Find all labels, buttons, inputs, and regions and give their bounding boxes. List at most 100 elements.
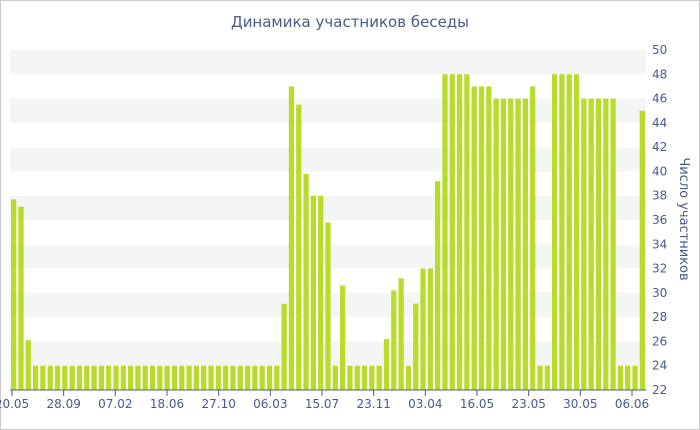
bar bbox=[215, 365, 221, 390]
y-tick-label: 38 bbox=[652, 189, 667, 203]
bar bbox=[223, 365, 229, 390]
x-tick-label: 23.05 bbox=[511, 397, 545, 411]
bar bbox=[603, 98, 609, 391]
grid-band bbox=[10, 98, 646, 123]
y-tick-label: 34 bbox=[652, 237, 667, 251]
bar bbox=[413, 303, 419, 390]
bar bbox=[398, 278, 404, 390]
bar bbox=[274, 365, 280, 390]
grid-band bbox=[10, 195, 646, 220]
bar bbox=[113, 365, 119, 390]
x-tick-label: 23.11 bbox=[356, 397, 390, 411]
bar bbox=[551, 74, 558, 391]
bar bbox=[427, 268, 433, 390]
bar bbox=[544, 365, 550, 390]
bar bbox=[120, 365, 126, 390]
grid-band bbox=[10, 74, 646, 99]
bar bbox=[135, 365, 141, 390]
bar bbox=[332, 365, 338, 390]
grid-band bbox=[10, 171, 646, 196]
bar bbox=[157, 365, 163, 390]
bar bbox=[171, 365, 178, 390]
bar bbox=[193, 365, 200, 390]
bar bbox=[573, 74, 580, 391]
bar bbox=[347, 365, 353, 390]
bar bbox=[142, 365, 148, 390]
bar bbox=[405, 365, 412, 390]
bar bbox=[186, 365, 192, 390]
x-tick-label: 03.04 bbox=[408, 397, 442, 411]
bar bbox=[98, 365, 105, 390]
grid-band bbox=[10, 122, 646, 148]
y-tick-label: 42 bbox=[652, 140, 667, 154]
y-tick-label: 48 bbox=[652, 67, 667, 81]
bar bbox=[127, 365, 134, 390]
bar bbox=[581, 98, 587, 391]
bar bbox=[106, 365, 112, 390]
chart-title: Динамика участников беседы bbox=[230, 13, 470, 31]
bar bbox=[471, 86, 477, 390]
bar bbox=[515, 98, 521, 391]
bar bbox=[625, 365, 631, 390]
y-tick-label: 32 bbox=[652, 262, 667, 276]
y-tick-label: 36 bbox=[652, 213, 667, 227]
bar bbox=[442, 74, 448, 391]
y-tick-label: 50 bbox=[652, 43, 667, 57]
bar bbox=[318, 195, 324, 390]
bar bbox=[252, 365, 258, 390]
bar bbox=[288, 86, 295, 390]
bar bbox=[18, 206, 24, 390]
bar bbox=[76, 365, 83, 390]
bar bbox=[164, 365, 170, 390]
x-tick-label: 06.03 bbox=[253, 397, 287, 411]
bar bbox=[201, 365, 207, 390]
x-tick-label: 28.09 bbox=[46, 397, 80, 411]
x-tick-label: 07.02 bbox=[98, 397, 132, 411]
bar bbox=[149, 365, 156, 390]
y-tick-label: 24 bbox=[652, 359, 667, 373]
y-tick-label: 22 bbox=[652, 383, 667, 397]
bar bbox=[40, 365, 46, 390]
bar bbox=[69, 365, 75, 390]
y-tick-label: 28 bbox=[652, 310, 667, 324]
bar bbox=[522, 98, 529, 391]
bar bbox=[84, 365, 90, 390]
y-axis-ticks: 22 24 26 28 30 32 34 36 38 40 42 44 46 48 50 bbox=[652, 43, 667, 397]
bar bbox=[208, 365, 214, 390]
bar bbox=[420, 268, 426, 390]
bar bbox=[595, 98, 602, 391]
bar bbox=[508, 98, 514, 391]
bar bbox=[610, 98, 616, 391]
bar bbox=[493, 98, 499, 391]
bar bbox=[376, 365, 382, 390]
bar bbox=[537, 365, 543, 390]
bar bbox=[266, 365, 273, 390]
bar bbox=[456, 74, 463, 391]
y-axis-label: Число участников bbox=[676, 157, 691, 280]
bar bbox=[566, 74, 572, 391]
bar bbox=[54, 365, 61, 390]
x-tick-label: 16.05 bbox=[460, 397, 494, 411]
grid-band bbox=[10, 50, 646, 75]
bar bbox=[588, 98, 594, 391]
bar bbox=[25, 340, 31, 390]
bar bbox=[230, 365, 236, 390]
x-tick-label: 15.07 bbox=[305, 397, 339, 411]
bar bbox=[383, 339, 390, 390]
bar bbox=[62, 365, 68, 390]
bar bbox=[281, 303, 287, 390]
bar bbox=[244, 365, 251, 390]
bar bbox=[237, 365, 243, 390]
bar-series bbox=[11, 74, 645, 391]
bar bbox=[11, 199, 17, 390]
bar bbox=[361, 365, 368, 390]
bar bbox=[339, 285, 346, 390]
x-axis-ticks: 20.05 28.09 07.02 18.06 27.10 06.03 15.07 23.11… bbox=[0, 390, 649, 411]
x-tick-label: 30.05 bbox=[563, 397, 597, 411]
bar bbox=[310, 195, 317, 390]
bar bbox=[91, 365, 97, 390]
bar bbox=[259, 365, 265, 390]
bar bbox=[478, 86, 485, 390]
bar bbox=[435, 181, 441, 390]
